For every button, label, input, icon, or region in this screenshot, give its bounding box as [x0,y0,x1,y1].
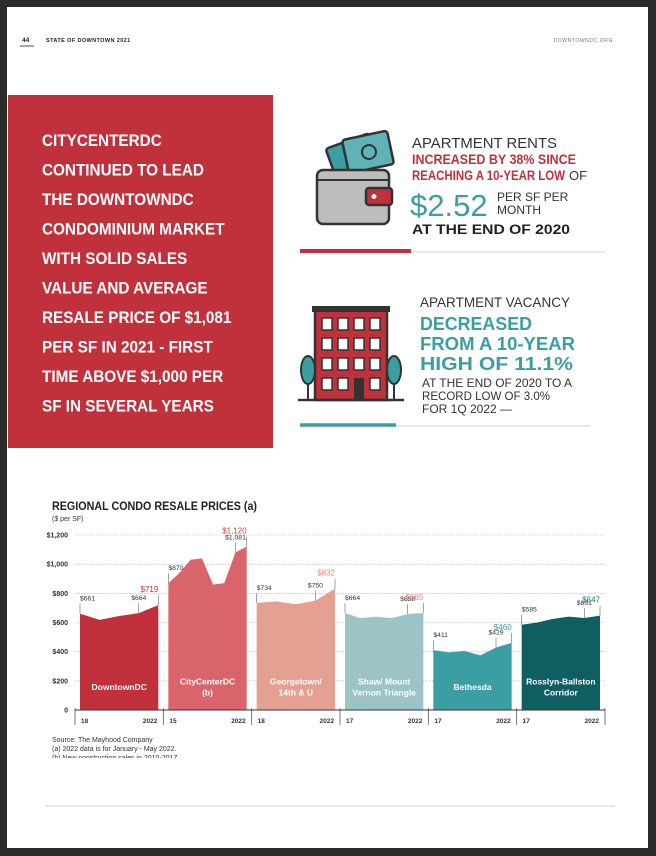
callout-line: CITYCENTERDC [42,131,162,150]
value-label: $832 [317,569,335,578]
value-label: $658 [400,596,415,603]
page-number: 44 [22,37,30,44]
callout-line: THE DOWNTOWNDC [42,190,194,209]
value-label: $429 [488,629,503,636]
series-label: Rosslyn-Ballston [526,677,595,687]
callout-box [8,95,273,448]
callout-line: TIME ABOVE $1,000 PER [42,367,224,386]
footnote: (b) New construction sales in 2010-2017 [52,755,177,762]
stat-unit: PER SF PER [497,190,569,204]
y-tick-label: $1,000 [47,562,69,569]
y-tick-label: $800 [52,591,68,598]
callout-text: CITYCENTERDC CONTINUED TO LEAD THE DOWNTOW… [42,131,231,415]
stat-highlight: DECREASED [420,314,532,334]
value-label: $719 [141,585,159,594]
chart-title: REGIONAL CONDO RESALE PRICES (a) [52,501,257,513]
x-tick-label: 17 [434,718,442,725]
series-label: CityCenterDC [180,677,235,687]
value-label: $585 [522,607,537,614]
callout-line: SF IN SEVERAL YEARS [42,397,214,416]
series-label: Corridor [544,688,579,698]
area [80,605,159,710]
x-tick-label: 2022 [585,718,600,725]
value-label: $631 [577,600,592,607]
x-tick-label: 17 [523,718,531,725]
y-tick-label: $1,200 [47,533,69,540]
area [433,642,512,710]
building-icon [298,306,404,402]
stat-connector: OF [569,168,587,183]
stat-figure: $2.52 [410,188,488,223]
value-label: $750 [308,583,323,590]
x-tick-label: 2022 [408,718,423,725]
y-tick-label: $200 [52,678,68,685]
value-label: $664 [131,595,146,602]
callout-line: WITH SOLID SALES [42,249,187,268]
header-site: DOWNTOWNDC.ORG [554,38,613,44]
area [521,615,600,710]
series-label: (b) [202,688,213,698]
x-tick-label: 15 [169,718,177,725]
area [256,588,335,710]
series-label: DowntownDC [92,682,147,692]
value-label: $1,081 [225,534,246,541]
footnotes: Source: The Mayhood Company (a) 2022 dat… [52,737,177,762]
stat-unit: MONTH [497,203,541,217]
series-label: Georgetown/ [270,677,323,687]
x-tick-label: 2022 [320,718,335,725]
callout-line: CONTINUED TO LEAD [42,161,204,180]
callout-line: PER SF IN 2021 - FIRST [42,338,213,357]
stat-closing: AT THE END OF 2020 [412,221,570,237]
x-tick-label: 18 [81,718,89,725]
stat-closing: RECORD LOW OF 3.0% [422,389,550,403]
x-tick-label: 18 [258,718,266,725]
x-tick-label: 17 [346,718,354,725]
footnote: Source: The Mayhood Company [52,737,153,744]
callout-line: RESALE PRICE OF $1,081 [42,308,231,327]
stat-highlight: REACHING A 10-YEAR LOW [412,168,565,183]
stat-closing: AT THE END OF 2020 TO A [422,376,572,390]
area [168,546,247,710]
x-tick-label: 2022 [496,718,511,725]
series-label: Vernon Triangle [352,688,416,698]
value-label: $870 [168,565,183,572]
stat-heading: APARTMENT VACANCY [420,294,571,310]
value-label: $460 [494,623,512,632]
value-label: $1,120 [222,527,247,536]
series-label: Bethesda [453,682,492,692]
callout-line: CONDOMINIUM MARKET [42,220,225,239]
chart-subtitle: ($ per SF) [52,516,84,523]
x-tick-label: 2022 [231,718,246,725]
area [345,613,424,710]
value-label: $411 [433,632,448,639]
value-label: $665 [406,593,424,602]
series-label: Shaw/ Mount [358,677,411,687]
value-label: $664 [345,595,360,602]
stat-highlight: HIGH OF 11.1% [420,354,573,374]
series-label: 14th & U [279,688,313,698]
stat-highlight: INCREASED BY 38% SINCE [412,152,576,167]
stat-closing: FOR 1Q 2022 — [422,402,512,416]
header-title: STATE OF DOWNTOWN 2021 [46,38,131,44]
wallet-icon [315,129,395,226]
value-label: $647 [582,596,600,605]
stat-highlight: FROM A 10-YEAR [420,334,575,354]
value-label: $661 [80,596,95,603]
stat-heading: APARTMENT RENTS [412,135,557,152]
chart: 0 $200 $400 $600 $800 $1,000 $1,200 DowntownDC $… [47,527,606,725]
callout-line: VALUE AND AVERAGE [42,279,208,298]
x-tick-label: 2022 [143,718,158,725]
footnote: (a) 2022 data is for January - May 2022. [52,746,177,753]
y-tick-label: 0 [64,708,68,715]
y-tick-label: $400 [52,649,68,656]
value-label: $734 [257,585,272,592]
y-tick-label: $600 [52,620,68,627]
